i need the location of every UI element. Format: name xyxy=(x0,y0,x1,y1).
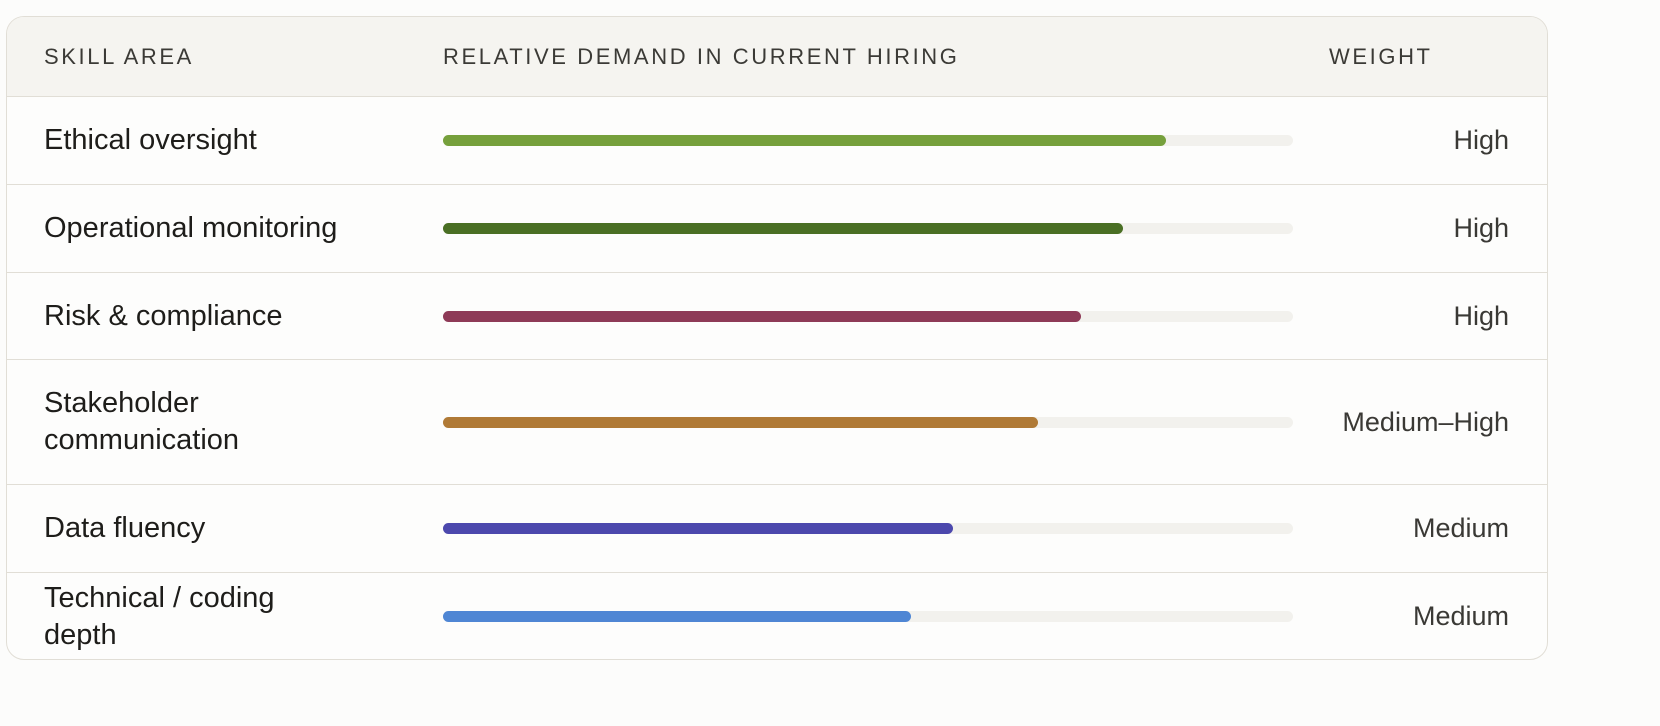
table-row: Data fluency Medium xyxy=(7,485,1547,573)
demand-bar-fill xyxy=(443,611,911,622)
table-row: Risk & compliance High xyxy=(7,273,1547,360)
demand-bar-track xyxy=(443,611,1293,622)
header-skill-area: Skill Area xyxy=(44,43,194,69)
demand-bar-fill xyxy=(443,223,1123,234)
weight-value: Medium xyxy=(1412,601,1509,631)
header-weight: Weight xyxy=(1329,43,1433,69)
demand-bar-fill xyxy=(443,310,1081,322)
demand-bar-fill xyxy=(443,416,1038,428)
weight-value: Medium xyxy=(1412,513,1509,543)
demand-bar-track xyxy=(443,135,1293,146)
table-row: Operational monitoring High xyxy=(7,185,1547,273)
demand-bar-fill xyxy=(443,523,953,534)
table-row: Technical / coding depth Medium xyxy=(7,573,1547,659)
demand-bar-fill xyxy=(443,135,1166,146)
table-row: Ethical oversight High xyxy=(7,97,1547,185)
demand-bar-track xyxy=(443,223,1293,234)
header-relative-demand: Relative demand in current hiring xyxy=(443,43,960,69)
skill-name: Data fluency xyxy=(44,512,206,544)
demand-bar-track xyxy=(443,523,1293,534)
weight-value: Medium–High xyxy=(1342,406,1509,437)
skills-demand-table: Skill Area Relative demand in current hi… xyxy=(6,16,1548,660)
demand-bar-track xyxy=(443,416,1293,428)
skill-name: Technical / coding depth xyxy=(44,581,275,651)
skill-name: Operational monitoring xyxy=(44,212,338,244)
demand-bar-track xyxy=(443,310,1293,322)
weight-value: High xyxy=(1453,300,1509,331)
weight-value: High xyxy=(1453,213,1509,243)
table-row: Stakeholder communication Medium–High xyxy=(7,360,1547,485)
skill-name: Stakeholder communication xyxy=(44,387,240,456)
table-header: Skill Area Relative demand in current hi… xyxy=(7,17,1547,97)
weight-value: High xyxy=(1453,125,1509,155)
skill-name: Ethical oversight xyxy=(44,124,257,156)
skill-name: Risk & compliance xyxy=(44,299,283,332)
